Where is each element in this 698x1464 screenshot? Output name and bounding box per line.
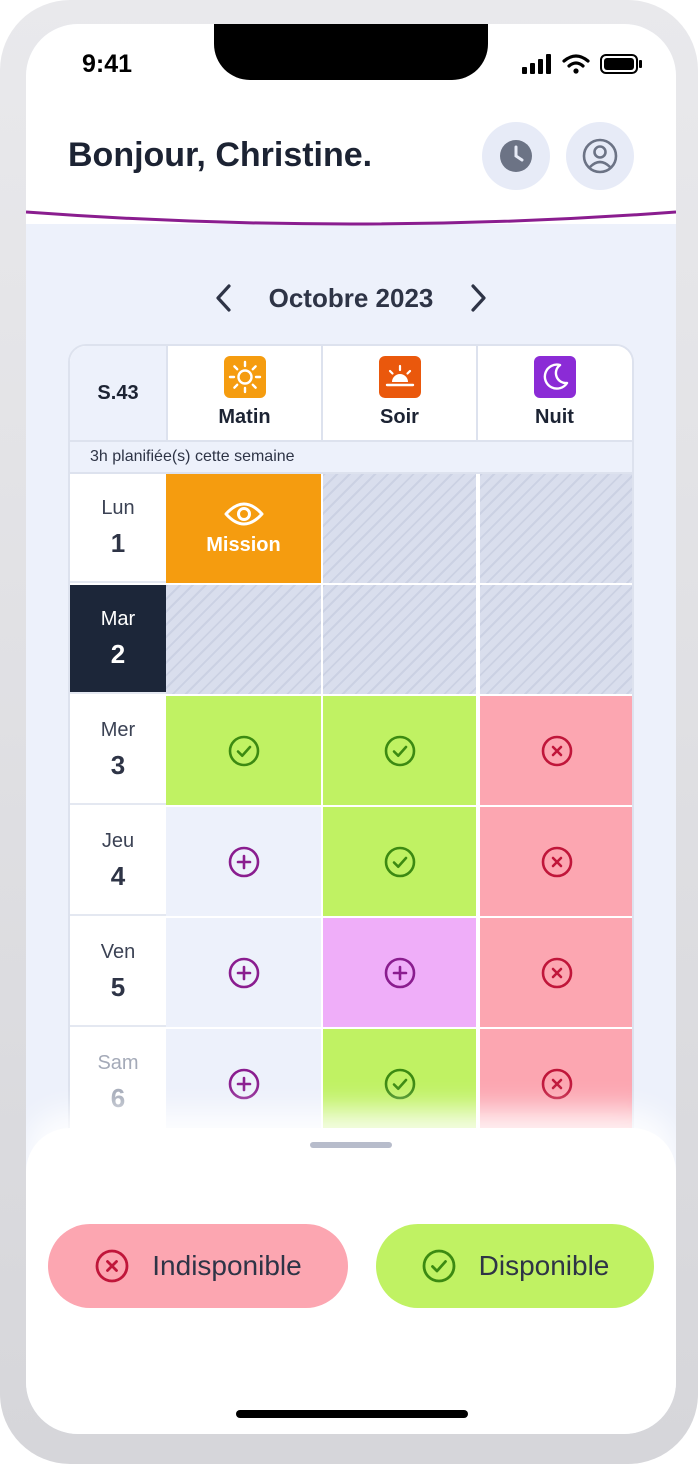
history-button[interactable] xyxy=(482,122,550,190)
signal-icon xyxy=(522,54,551,74)
day-name: Mar xyxy=(100,607,136,630)
mark-unavailable-button[interactable]: Indisponible xyxy=(48,1224,348,1308)
sunset-icon xyxy=(378,356,421,398)
slot-morning-empty[interactable] xyxy=(166,918,321,1027)
slot-morning-mission[interactable]: Mission xyxy=(166,474,321,583)
slot-morning-available[interactable] xyxy=(166,696,321,805)
available-label: Disponible xyxy=(478,1250,610,1281)
day-cell[interactable]: Jeu 4 xyxy=(70,807,166,916)
mission-label: Mission xyxy=(206,534,281,556)
bottom-sheet: Indisponible Disponible xyxy=(26,1128,676,1434)
sun-icon xyxy=(223,356,266,398)
eye-icon xyxy=(224,500,264,528)
slot-morning-blocked xyxy=(166,585,321,694)
home-indicator xyxy=(236,1410,468,1418)
week-number: S.43 xyxy=(70,346,166,440)
day-row: Jeu 4 xyxy=(70,807,632,918)
day-cell[interactable]: Lun 1 xyxy=(70,474,166,583)
plus-circle-icon xyxy=(383,956,417,990)
day-name: Ven xyxy=(100,940,136,963)
plus-circle-icon xyxy=(227,956,261,990)
clock-icon xyxy=(500,140,532,172)
day-cell[interactable]: Mar 2 xyxy=(70,585,166,694)
shift-header-evening: Soir xyxy=(321,346,476,440)
slot-morning-empty[interactable] xyxy=(166,807,321,916)
x-circle-icon xyxy=(540,1067,574,1101)
shift-label-night: Nuit xyxy=(535,406,574,428)
x-circle-icon xyxy=(95,1249,129,1283)
header-accent-curve xyxy=(26,210,676,226)
check-circle-icon xyxy=(227,734,261,768)
slot-night-blocked xyxy=(480,474,632,583)
day-name: Lun xyxy=(101,496,135,519)
device-notch xyxy=(214,24,488,80)
day-row: Mer 3 xyxy=(70,696,632,807)
slot-night-unavailable[interactable] xyxy=(480,918,632,1027)
shift-header-night: Nuit xyxy=(476,346,631,440)
check-circle-icon xyxy=(383,1067,417,1101)
slot-night-unavailable[interactable] xyxy=(480,1029,632,1138)
day-number: 3 xyxy=(110,749,126,780)
day-cell[interactable]: Ven 5 xyxy=(70,918,166,1027)
x-circle-icon xyxy=(540,845,574,879)
moon-icon xyxy=(533,356,576,398)
day-cell[interactable]: Sam 6 xyxy=(70,1029,166,1138)
slot-morning-empty[interactable] xyxy=(166,1029,321,1138)
slot-evening-available[interactable] xyxy=(323,1029,476,1138)
check-circle-icon xyxy=(383,845,417,879)
status-time: 9:41 xyxy=(82,50,133,78)
day-row: Lun 1 Mission xyxy=(70,474,632,585)
day-number: 6 xyxy=(110,1082,126,1113)
unavailable-label: Indisponible xyxy=(152,1250,302,1281)
slot-night-unavailable[interactable] xyxy=(480,807,632,916)
day-number: 4 xyxy=(110,860,126,891)
slot-evening-selected[interactable] xyxy=(323,918,476,1027)
sheet-drag-handle[interactable] xyxy=(310,1142,392,1148)
day-number: 2 xyxy=(110,638,126,669)
day-row: Mar 2 xyxy=(70,585,632,696)
grid-header: S.43 Matin xyxy=(70,346,632,440)
previous-month-button[interactable] xyxy=(211,282,235,314)
chevron-right-icon xyxy=(471,284,486,312)
availability-grid: S.43 Matin xyxy=(68,344,634,1174)
planned-hours: 3h planifiée(s) cette semaine xyxy=(70,440,632,474)
shift-header-morning: Matin xyxy=(166,346,321,440)
x-circle-icon xyxy=(540,734,574,768)
app-screen: 9:41 Bonjour, Christine. xyxy=(26,24,676,1434)
shift-label-morning: Matin xyxy=(218,406,271,428)
day-row: Ven 5 xyxy=(70,918,632,1029)
slot-night-blocked xyxy=(480,585,632,694)
check-circle-icon xyxy=(383,734,417,768)
slot-night-unavailable[interactable] xyxy=(480,696,632,805)
day-name: Sam xyxy=(97,1051,139,1074)
wifi-icon xyxy=(562,54,590,74)
day-name: Mer xyxy=(100,718,136,741)
slot-evening-blocked xyxy=(323,474,476,583)
chevron-left-icon xyxy=(216,284,231,312)
check-circle-icon xyxy=(422,1249,456,1283)
next-month-button[interactable] xyxy=(467,282,491,314)
plus-circle-icon xyxy=(227,1067,261,1101)
slot-evening-blocked xyxy=(323,585,476,694)
month-label: Octobre 2023 xyxy=(268,282,434,313)
greeting-title: Bonjour, Christine. xyxy=(68,136,373,174)
slot-evening-available[interactable] xyxy=(323,696,476,805)
profile-button[interactable] xyxy=(566,122,634,190)
month-navigation: Octobre 2023 xyxy=(26,278,676,318)
day-number: 1 xyxy=(110,527,126,558)
day-number: 5 xyxy=(110,971,126,1002)
shift-label-evening: Soir xyxy=(380,406,419,428)
mark-available-button[interactable]: Disponible xyxy=(376,1224,654,1308)
day-name: Jeu xyxy=(101,829,135,852)
battery-icon xyxy=(600,54,642,74)
x-circle-icon xyxy=(540,956,574,990)
user-icon xyxy=(582,138,618,174)
status-icons xyxy=(522,54,642,74)
day-row: Sam 6 xyxy=(70,1029,632,1140)
slot-evening-available[interactable] xyxy=(323,807,476,916)
day-cell[interactable]: Mer 3 xyxy=(70,696,166,805)
plus-circle-icon xyxy=(227,845,261,879)
